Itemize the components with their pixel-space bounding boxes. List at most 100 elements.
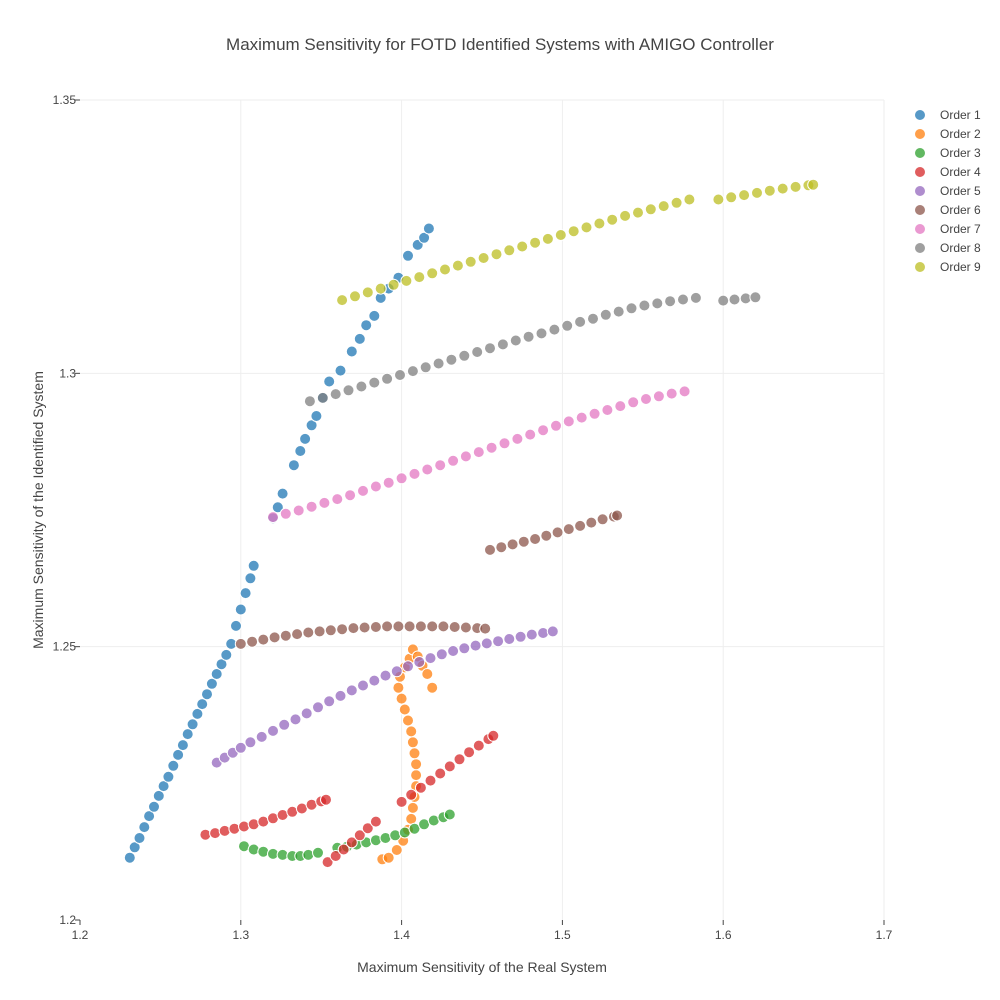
data-point [665,387,678,400]
data-point [453,753,466,766]
data-point [448,621,461,633]
legend-label: Order 2 [940,127,981,141]
data-point [382,851,395,864]
data-point [196,698,209,711]
data-point [506,538,519,551]
data-point [445,353,458,366]
data-point [580,221,593,234]
legend-item[interactable]: Order 4 [914,165,982,179]
legend-marker [914,147,926,159]
data-point [541,232,554,245]
data-point [426,681,439,694]
data-point [238,820,250,833]
data-point [614,400,627,413]
axes: 1.2 1.3 1.4 1.5 1.6 1.7 1.2 1.25 1.3 1.35 [53,93,893,942]
data-point [503,244,516,257]
data-point [443,808,456,821]
data-point [484,543,496,556]
data-point [435,648,448,661]
series-3 [238,808,456,862]
x-tick-label: 1.5 [554,928,571,942]
data-point [361,286,374,299]
data-point [345,345,358,358]
data-point [186,718,199,731]
data-point [267,511,279,524]
data-point [738,189,751,202]
data-point [395,795,408,808]
data-point [128,841,141,854]
data-point [408,467,421,480]
data-point [205,677,218,690]
data-point [517,535,530,548]
data-point [381,372,394,385]
data-point [652,390,665,403]
y-tick-label: 1.25 [53,640,77,654]
legend-label: Order 8 [940,241,981,255]
data-point [313,625,326,638]
data-point [369,815,382,828]
data-point [419,361,432,374]
data-point [410,769,423,782]
data-point [514,630,527,643]
data-point [255,730,268,743]
gridlines [80,99,885,920]
data-point [138,821,151,834]
data-point [540,529,553,542]
data-point [471,346,484,358]
data-point [464,255,477,268]
legend-item[interactable]: Order 6 [914,203,982,217]
series-5 [210,625,559,769]
data-point [410,758,423,771]
data-point [472,739,485,752]
data-point [437,620,450,633]
data-point [763,184,776,197]
data-point [191,707,204,720]
data-point [334,689,347,702]
data-point [395,472,408,485]
data-point [405,788,418,801]
data-point [424,652,437,665]
data-point [287,459,300,472]
legend-item[interactable]: Order 3 [914,146,982,160]
data-point [447,645,460,657]
data-point [387,278,400,291]
data-point [524,428,537,441]
data-point [368,376,381,389]
data-point [345,836,358,849]
data-point [627,396,640,409]
data-point [535,327,548,340]
legend-item[interactable]: Order 7 [914,222,982,236]
data-point [408,822,421,835]
data-point [302,626,315,639]
data-point [148,800,160,813]
data-point [632,206,644,219]
data-point [303,395,316,408]
data-point [601,404,614,416]
legend: Order 1 Order 2 Order 3 Order 4 Order 5 Order… [914,108,982,274]
data-point [403,620,416,633]
data-point [611,509,624,522]
legend-item[interactable]: Order 9 [914,260,982,274]
data-point [167,759,180,772]
data-point [678,385,691,398]
chart-title: Maximum Sensitivity for FOTD Identified … [226,35,774,54]
legend-item[interactable]: Order 2 [914,127,982,141]
data-point [162,770,175,783]
data-point [234,603,247,616]
data-point [421,463,434,476]
data-point [439,263,451,276]
data-point [337,843,350,856]
data-point [511,432,524,445]
data-point [477,252,490,264]
data-point [717,294,730,307]
data-point [355,380,368,393]
legend-item[interactable]: Order 5 [914,184,982,198]
data-point [392,681,405,694]
legend-item[interactable]: Order 1 [914,108,982,122]
data-point [368,309,381,322]
data-point [276,487,289,500]
legend-item[interactable]: Order 8 [914,241,982,255]
legend-marker [914,261,926,273]
data-point [459,621,472,634]
data-point [463,746,476,759]
